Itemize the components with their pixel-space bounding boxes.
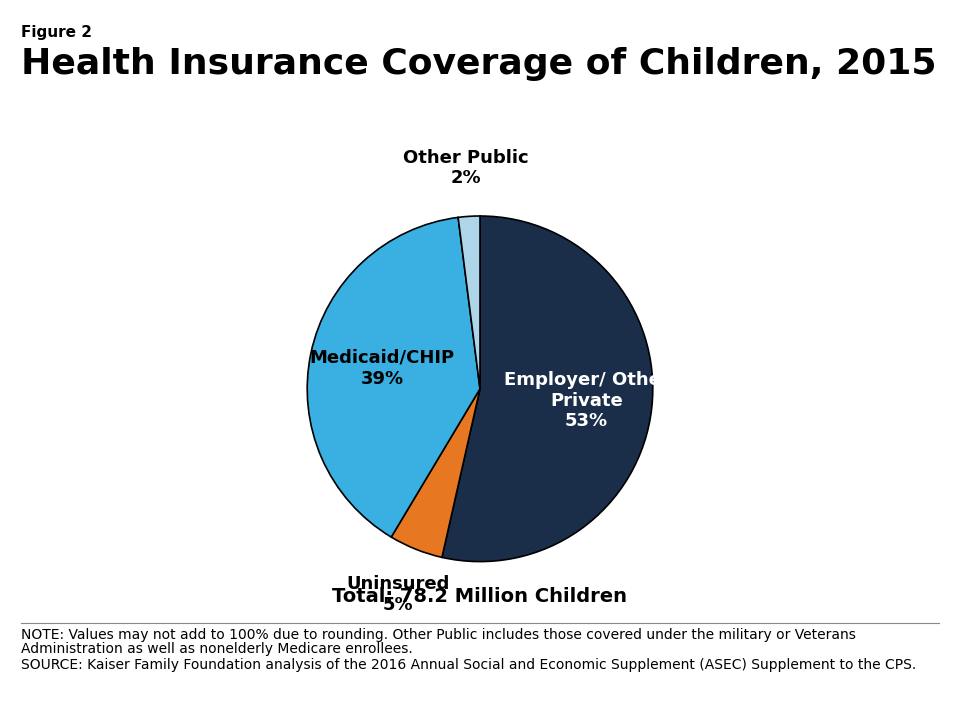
Text: Employer/ Other
Private
53%: Employer/ Other Private 53%: [504, 371, 669, 431]
Text: FOUNDATION: FOUNDATION: [860, 699, 908, 705]
Text: NOTE: Values may not add to 100% due to rounding. Other Public includes those co: NOTE: Values may not add to 100% due to …: [21, 628, 856, 642]
Wedge shape: [307, 217, 480, 537]
Text: Administration as well as nonelderly Medicare enrollees.: Administration as well as nonelderly Med…: [21, 642, 413, 656]
Text: Figure 2: Figure 2: [21, 25, 92, 40]
Text: THE HENRY J.: THE HENRY J.: [860, 649, 908, 655]
Text: Other Public
2%: Other Public 2%: [403, 148, 529, 187]
Text: Uninsured
5%: Uninsured 5%: [347, 575, 449, 613]
Text: Health Insurance Coverage of Children, 2015: Health Insurance Coverage of Children, 2…: [21, 47, 937, 81]
Text: SOURCE: Kaiser Family Foundation analysis of the 2016 Annual Social and Economic: SOURCE: Kaiser Family Foundation analysi…: [21, 658, 917, 672]
Text: KAISER: KAISER: [851, 661, 918, 680]
Wedge shape: [392, 389, 480, 557]
Text: FAMILY: FAMILY: [852, 675, 917, 693]
Wedge shape: [458, 216, 480, 389]
Text: Medicaid/CHIP
39%: Medicaid/CHIP 39%: [309, 349, 454, 387]
Wedge shape: [442, 216, 653, 562]
Text: Total: 78.2 Million Children: Total: 78.2 Million Children: [332, 587, 628, 606]
